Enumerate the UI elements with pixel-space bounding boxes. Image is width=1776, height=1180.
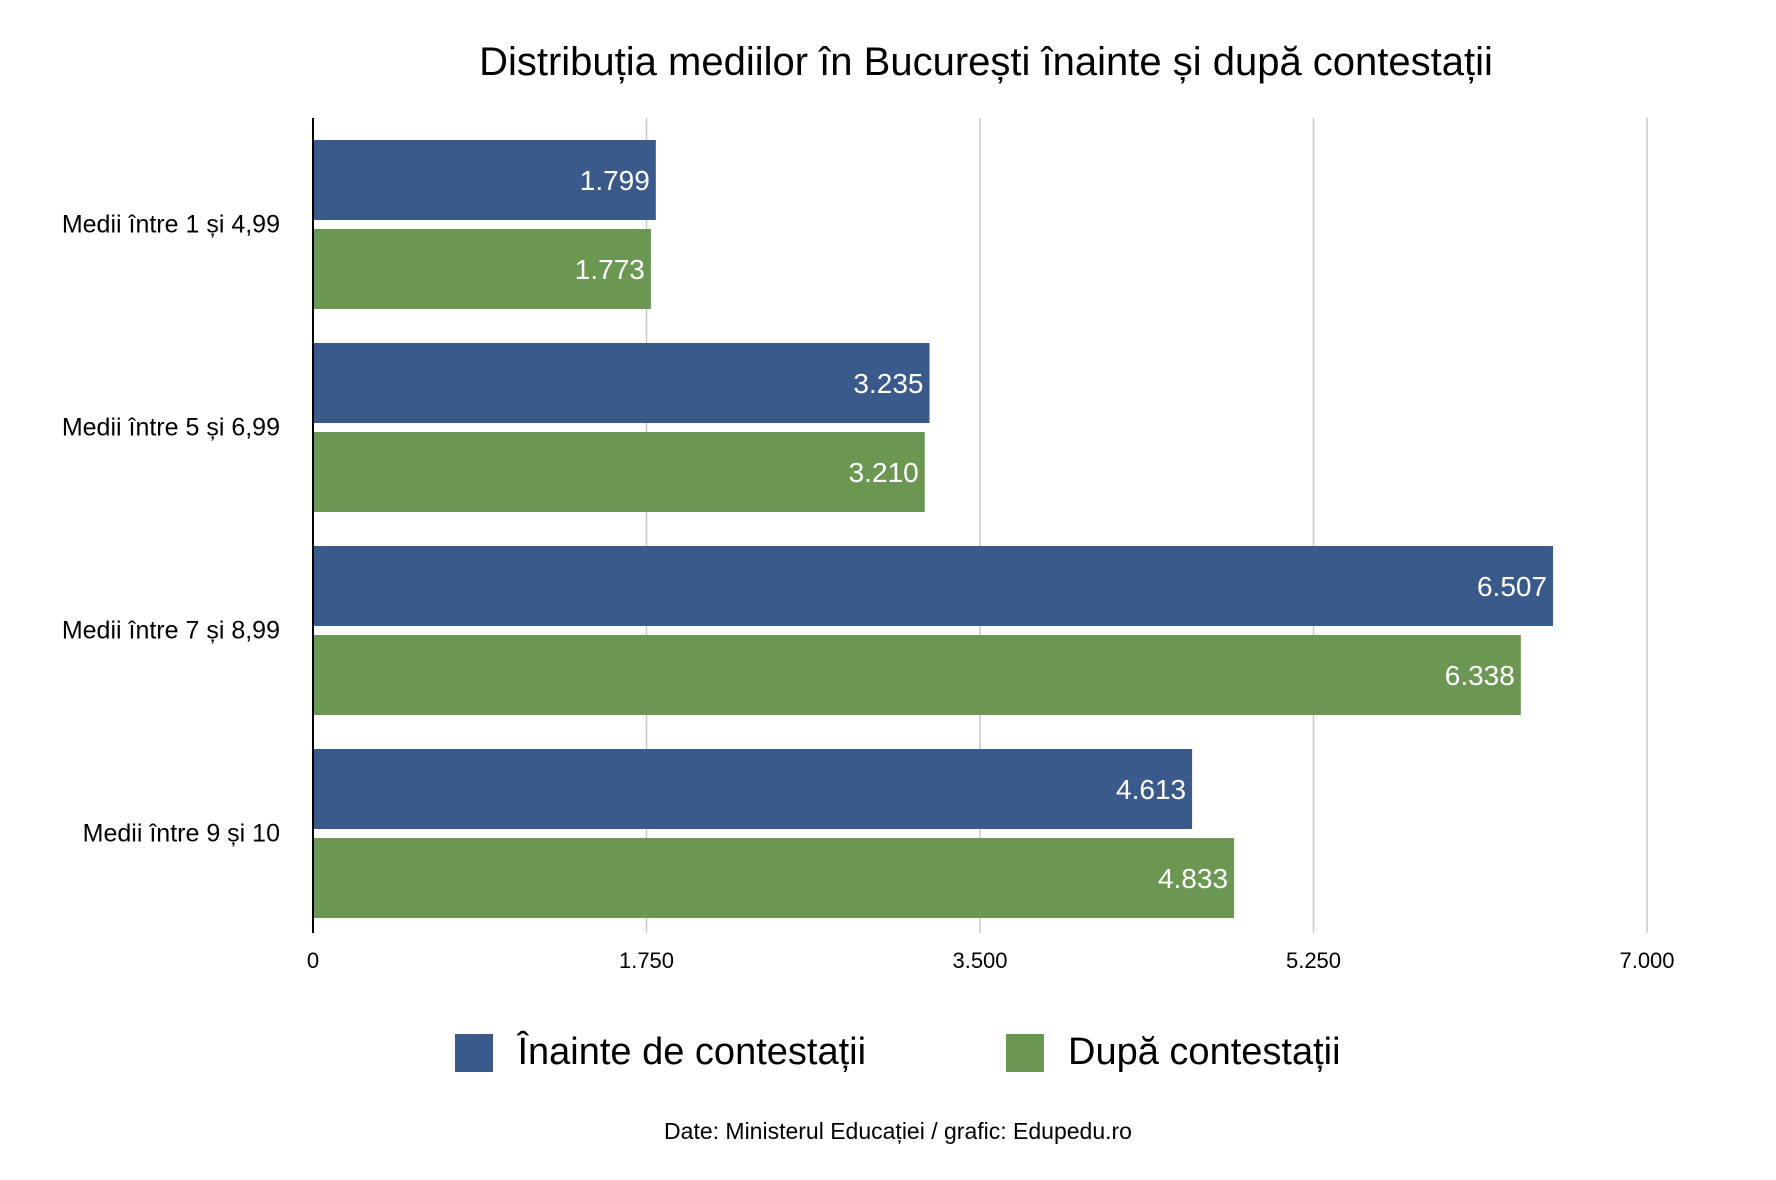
x-tick-label: 3.500 bbox=[952, 948, 1007, 973]
category-label: Medii între 9 și 10 bbox=[83, 820, 280, 848]
bar bbox=[313, 749, 1193, 829]
x-tick-label: 7.000 bbox=[1619, 948, 1674, 973]
x-tick-label: 1.750 bbox=[619, 948, 674, 973]
bar bbox=[313, 140, 656, 220]
bar bbox=[313, 635, 1521, 715]
bar bbox=[313, 546, 1554, 626]
bar bbox=[313, 432, 925, 512]
x-tick-label: 5.250 bbox=[1286, 948, 1341, 973]
legend-entry-before[interactable]: Înainte de contestații bbox=[455, 1031, 866, 1074]
bars: 1.799 1.773 3.235 3.210 6.507 6.338 4.613 4.833 bbox=[313, 140, 1554, 918]
source-note: Date: Ministerul Educației / grafic: Edu… bbox=[664, 1118, 1132, 1144]
legend-label-after: După contestații bbox=[1068, 1031, 1341, 1073]
category-label: Medii între 1 și 4,99 bbox=[62, 211, 280, 239]
axes: 0 1.750 3.500 5.250 7.000 Medii între 1 și 4,… bbox=[62, 118, 1675, 973]
data-label: 4.613 bbox=[1116, 774, 1186, 805]
category-label: Medii între 5 și 6,99 bbox=[62, 414, 280, 442]
bar bbox=[313, 343, 930, 423]
data-label: 6.338 bbox=[1445, 660, 1515, 691]
legend-entry-after[interactable]: După contestații bbox=[1006, 1031, 1341, 1074]
x-tick-label: 0 bbox=[307, 948, 319, 973]
data-label: 6.507 bbox=[1477, 571, 1547, 602]
chart-title: Distribuția mediilor în București înaint… bbox=[479, 40, 1493, 84]
data-label: 3.210 bbox=[849, 457, 919, 488]
legend: Înainte de contestații După contestații bbox=[0, 1031, 1776, 1074]
data-label: 4.833 bbox=[1158, 863, 1228, 894]
category-label: Medii între 7 și 8,99 bbox=[62, 617, 280, 645]
data-label: 1.773 bbox=[575, 254, 645, 285]
data-label: 1.799 bbox=[580, 165, 650, 196]
legend-label-before: Înainte de contestații bbox=[517, 1031, 867, 1073]
bar bbox=[313, 838, 1235, 918]
bar bbox=[313, 229, 651, 309]
legend-swatch-after bbox=[1006, 1033, 1045, 1072]
data-label: 3.235 bbox=[853, 368, 923, 399]
legend-swatch-before bbox=[455, 1033, 494, 1072]
